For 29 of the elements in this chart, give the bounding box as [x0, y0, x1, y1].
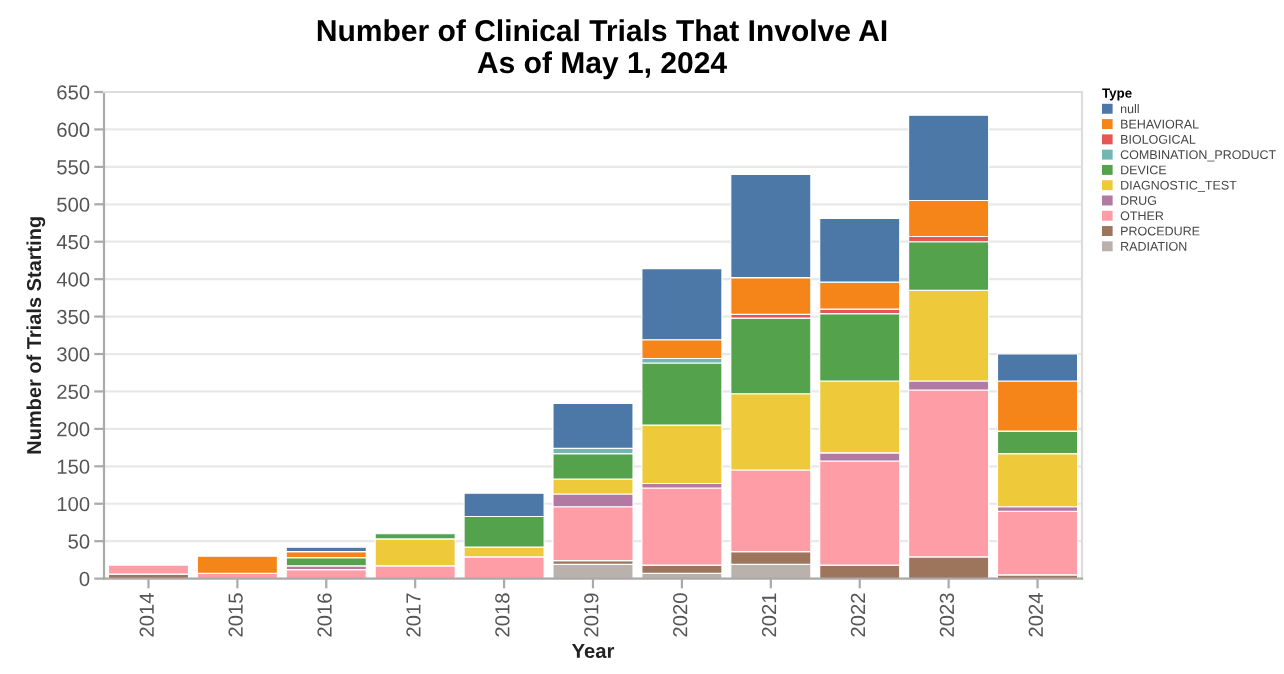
chart-title: Number of Clinical Trials That Involve AI	[317, 19, 887, 42]
y-tick-label: 350	[57, 309, 90, 325]
y-tick-label: 100	[57, 496, 90, 512]
y-tick-label: 300	[57, 347, 90, 362]
x-tick-label: 2014	[139, 593, 154, 637]
y-tick-label: 400	[56, 272, 90, 287]
x-tick-label: 2018	[495, 593, 510, 637]
x-tick-label: 2022	[850, 593, 866, 637]
y-tick-label: 650	[57, 85, 90, 100]
chart-subtitle: As of May 1, 2024	[477, 51, 727, 80]
y-tick-label: 50	[68, 534, 90, 549]
y-tick-label: 500	[57, 197, 90, 212]
x-tick-label: 2020	[672, 593, 688, 637]
y-tick-label: 0	[79, 571, 90, 587]
x-tick-label: 2024	[1028, 593, 1043, 637]
x-tick-label: 2015	[228, 593, 243, 637]
x-tick-label: 2017	[406, 593, 421, 637]
x-tick-label: 2023	[939, 593, 955, 637]
y-tick-label: 450	[56, 234, 90, 250]
y-tick-label: 200	[57, 422, 90, 437]
y-tick-label: 250	[57, 384, 90, 399]
y-axis-title: Number of Trials Starting	[26, 217, 46, 454]
x-tick-label: 2021	[761, 593, 777, 637]
y-tick-label: 600	[57, 122, 90, 137]
x-tick-label: 2016	[317, 593, 332, 637]
x-axis-title: Year	[571, 643, 615, 659]
x-tick-label: 2019	[584, 593, 599, 637]
y-tick-label: 150	[57, 459, 90, 474]
y-tick-label: 550	[57, 160, 90, 175]
